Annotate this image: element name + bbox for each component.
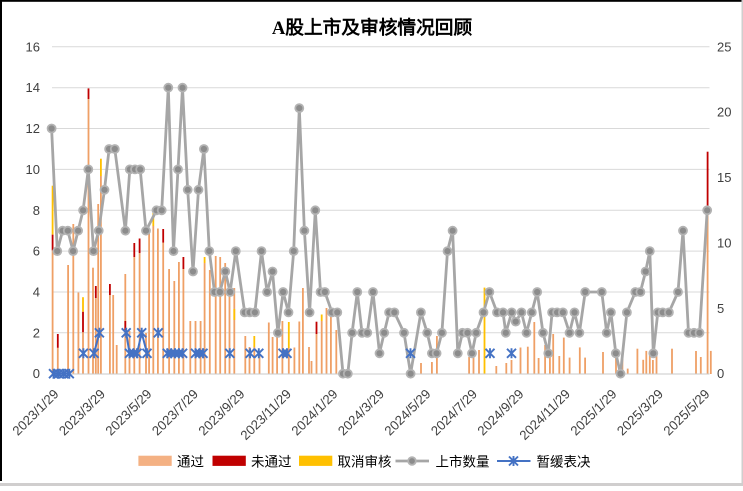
svg-text:通过: 通过 <box>177 455 204 470</box>
svg-text:12: 12 <box>26 121 40 136</box>
svg-text:A股上市及审核情况回顾: A股上市及审核情况回顾 <box>272 17 473 39</box>
svg-text:6: 6 <box>33 244 40 259</box>
svg-text:14: 14 <box>26 80 40 95</box>
svg-text:5: 5 <box>717 301 724 316</box>
svg-text:10: 10 <box>26 162 40 177</box>
svg-text:0: 0 <box>33 366 40 381</box>
svg-text:暂缓表决: 暂缓表决 <box>537 455 591 470</box>
svg-text:25: 25 <box>717 39 731 54</box>
svg-text:15: 15 <box>717 170 731 185</box>
svg-text:4: 4 <box>33 285 40 300</box>
svg-text:取消审核: 取消审核 <box>338 455 392 470</box>
svg-text:10: 10 <box>717 235 731 250</box>
svg-text:20: 20 <box>717 105 731 120</box>
svg-text:上市数量: 上市数量 <box>436 454 490 470</box>
svg-text:未通过: 未通过 <box>251 455 292 470</box>
svg-text:2: 2 <box>33 325 40 340</box>
svg-text:8: 8 <box>33 203 40 218</box>
svg-text:0: 0 <box>717 366 724 381</box>
svg-text:16: 16 <box>26 39 40 54</box>
